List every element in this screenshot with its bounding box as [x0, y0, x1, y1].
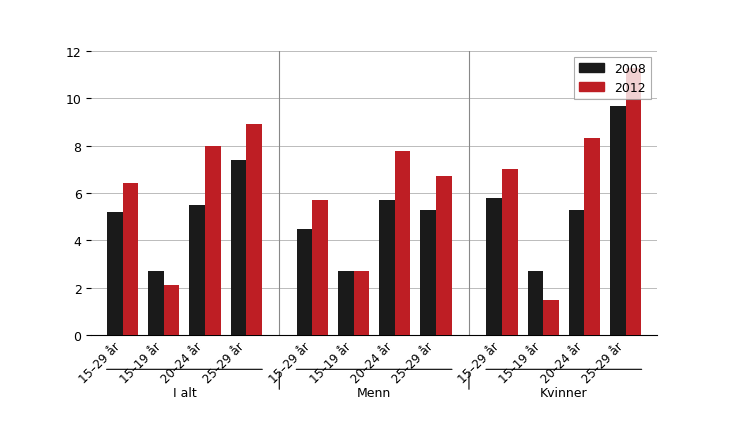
Bar	[626, 69, 642, 335]
Bar	[231, 160, 246, 335]
Bar	[436, 177, 452, 335]
Bar	[379, 200, 395, 335]
Text: Kvinner: Kvinner	[540, 387, 588, 399]
Bar	[569, 210, 585, 335]
Bar	[205, 146, 220, 335]
Bar	[189, 205, 205, 335]
Bar	[486, 198, 502, 335]
Bar	[164, 286, 180, 335]
Bar	[312, 200, 328, 335]
Bar	[395, 152, 410, 335]
Bar	[353, 272, 369, 335]
Bar	[543, 300, 559, 335]
Bar	[420, 210, 436, 335]
Legend: 2008, 2012: 2008, 2012	[574, 58, 650, 100]
Bar	[123, 184, 138, 335]
Bar	[107, 212, 123, 335]
Bar	[246, 125, 262, 335]
Bar	[610, 107, 626, 335]
Bar	[296, 229, 312, 335]
Bar	[502, 170, 518, 335]
Bar	[338, 272, 353, 335]
Text: I alt: I alt	[172, 387, 196, 399]
Text: Menn: Menn	[357, 387, 391, 399]
Bar	[528, 272, 543, 335]
Bar	[585, 139, 600, 335]
Bar	[148, 272, 164, 335]
